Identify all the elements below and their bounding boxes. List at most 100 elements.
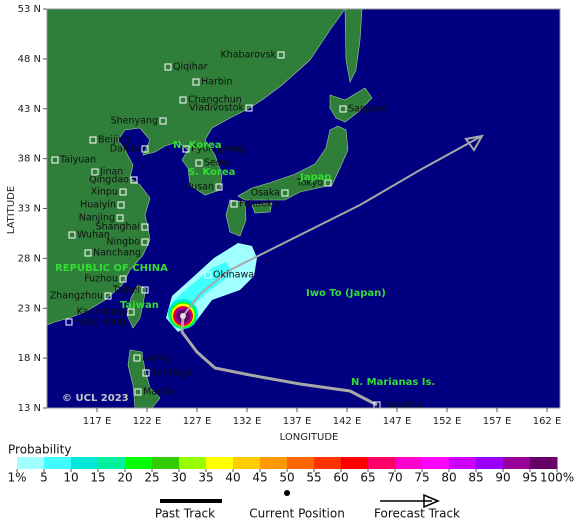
- region-label: REPUBLIC OF CHINA: [55, 263, 168, 274]
- legend-color: [260, 457, 288, 469]
- city-label: Kaohsiung: [77, 307, 126, 318]
- region-label: N. Marianas Is.: [351, 377, 435, 388]
- legend-tick-label: 70: [387, 471, 402, 485]
- city-label: Xinpu: [91, 187, 118, 198]
- city-label: Wuhan: [77, 230, 110, 241]
- forecast-arrowhead: [464, 134, 484, 152]
- past-track: [180, 315, 378, 407]
- legend-tick-label: 25: [144, 471, 159, 485]
- city-marker: [230, 200, 238, 208]
- legend-color: [98, 457, 126, 469]
- legend-color: [125, 457, 153, 469]
- city-marker: [141, 223, 149, 231]
- legend-tick-label: 45: [252, 471, 267, 485]
- legend-color: [395, 457, 423, 469]
- legend-color: [71, 457, 99, 469]
- sakhalin: [344, 9, 363, 83]
- lat-tick-label: 48 N: [18, 54, 41, 65]
- city-label: Khabarovsk: [220, 50, 276, 61]
- city-marker: [245, 104, 253, 112]
- city-label: Vladivostok: [189, 103, 245, 114]
- legend-color: [179, 457, 207, 469]
- legend-color: [449, 457, 477, 469]
- city-label: Okinawa: [213, 270, 254, 281]
- y-axis-label: LATITUDE: [6, 186, 17, 234]
- lat-tick-label: 38 N: [18, 154, 41, 165]
- city-label: Harbin: [201, 77, 233, 88]
- city-label: Dalian: [110, 144, 140, 155]
- city-marker: [141, 145, 149, 153]
- kyushu: [225, 199, 247, 237]
- city-marker: [141, 238, 149, 246]
- legend-color: [503, 457, 531, 469]
- city-label: Fukuoka: [239, 199, 278, 210]
- legend-color: [422, 457, 450, 469]
- lat-tick-label: 23 N: [18, 303, 41, 314]
- current-position: [180, 313, 186, 319]
- luzon: [127, 349, 161, 408]
- city-label: Taipei: [112, 285, 140, 296]
- current-position-key: [284, 490, 290, 496]
- city-marker: [91, 168, 99, 176]
- city-marker: [192, 78, 200, 86]
- city-marker: [373, 401, 381, 408]
- city-label: Tokyo: [295, 178, 323, 189]
- city-label: Qingdao: [89, 175, 129, 186]
- lat-tick-label: 13 N: [18, 403, 41, 414]
- lon-tick-label: 157 E: [483, 416, 512, 427]
- x-axis-label: LONGITUDE: [280, 432, 339, 443]
- legend-color: [233, 457, 261, 469]
- city-marker: [142, 369, 150, 377]
- city-label: Nanjing: [79, 213, 115, 224]
- legend-color: [314, 457, 342, 469]
- shikoku: [251, 202, 273, 214]
- legend-tick-label: 65: [360, 471, 375, 485]
- city-label: Changchun: [188, 95, 242, 106]
- legend-tick-label: 20: [117, 471, 132, 485]
- lon-tick-label: 137 E: [283, 416, 312, 427]
- legend-title: Probability: [8, 443, 71, 457]
- city-label: Laoag: [142, 353, 171, 364]
- city-label: Jinan: [99, 167, 123, 178]
- city-marker: [119, 188, 127, 196]
- past-track-label: Past Track: [155, 507, 215, 521]
- forecast-arrow-key: [423, 493, 440, 509]
- city-label: Osaka: [251, 188, 280, 199]
- legend-color: [17, 457, 45, 469]
- city-label: Pyongyang: [191, 144, 244, 155]
- land: [47, 9, 373, 408]
- legend-tick-label: 95: [522, 471, 537, 485]
- lat-tick-label: 28 N: [18, 253, 41, 264]
- city-label: Hagatna: [382, 400, 422, 411]
- city-marker: [179, 96, 187, 104]
- legend-tick-label: 80: [441, 471, 456, 485]
- city-label: Nanchang: [93, 248, 141, 259]
- legend-tick-label: 35: [198, 471, 213, 485]
- city-marker: [117, 201, 125, 209]
- lon-tick-label: 117 E: [83, 416, 112, 427]
- city-label: Seoul: [204, 158, 230, 169]
- city-marker: [339, 105, 347, 113]
- region-label: S. Korea: [188, 167, 235, 178]
- city-label: Shanghai: [96, 222, 140, 233]
- legend-color: [530, 457, 558, 469]
- legend-color: [44, 457, 72, 469]
- map-area: Khabarovsk Qiqihar Harbin ChangchunVladivos…: [47, 9, 560, 411]
- legend-tick-label: 85: [468, 471, 483, 485]
- lon-tick-label: 162 E: [533, 416, 562, 427]
- city-marker: [116, 214, 124, 222]
- legend-color: [368, 457, 396, 469]
- city-label: Pusan: [186, 182, 214, 193]
- city-label: Ningbo: [106, 237, 140, 248]
- city-label: Taiyuan: [59, 155, 96, 166]
- city-label: Santiago: [151, 368, 193, 379]
- legend-tick-label: 60: [333, 471, 348, 485]
- legend-tick-label: 10: [63, 471, 78, 485]
- city-marker: [324, 179, 332, 187]
- cities: Khabarovsk Qiqihar Harbin ChangchunVladivos…: [50, 50, 422, 411]
- legend-color: [152, 457, 180, 469]
- legend-tick-label: 90: [495, 471, 510, 485]
- city-marker: [65, 318, 73, 326]
- city-marker: [277, 51, 285, 59]
- lat-tick-label: 33 N: [18, 204, 41, 215]
